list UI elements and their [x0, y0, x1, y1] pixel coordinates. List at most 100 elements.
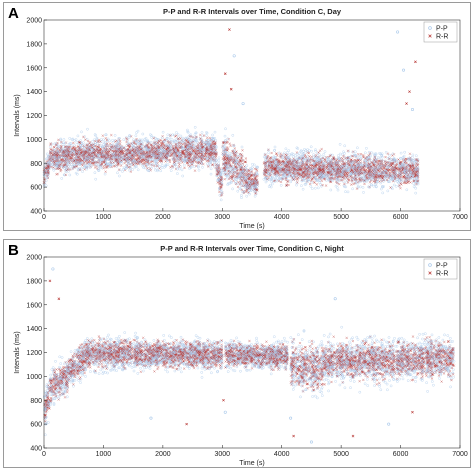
pp-point — [56, 160, 60, 164]
pp-point — [97, 169, 101, 172]
pp-point — [99, 140, 103, 143]
rr-point — [76, 145, 80, 148]
rr-point — [80, 150, 83, 154]
rr-point — [81, 153, 85, 156]
pp-point — [85, 148, 88, 152]
pp-point — [98, 164, 102, 168]
pp-point — [95, 147, 99, 151]
pp-point — [49, 154, 53, 158]
rr-point — [92, 161, 96, 164]
rr-point — [74, 149, 77, 152]
chart-panel-a: P-P and R-R Intervals over Time, Conditi… — [3, 2, 471, 231]
pp-point — [67, 167, 71, 171]
pp-point — [45, 152, 49, 156]
pp-point — [75, 172, 79, 176]
rr-point — [88, 144, 91, 148]
pp-point — [51, 158, 55, 161]
rr-point — [72, 141, 75, 145]
rr-point — [59, 146, 63, 150]
rr-point — [49, 148, 52, 151]
rr-point — [88, 142, 91, 145]
rr-point — [90, 143, 93, 147]
pp-point — [46, 167, 50, 171]
pp-point — [74, 160, 78, 163]
pp-point — [59, 137, 63, 141]
rr-point — [78, 141, 82, 144]
rr-point — [63, 145, 67, 149]
rr-point — [70, 153, 73, 157]
pp-point — [87, 164, 91, 168]
rr-point — [92, 148, 96, 151]
rr-point — [75, 165, 79, 168]
pp-point — [97, 158, 101, 162]
pp-point — [90, 148, 94, 152]
rr-point — [51, 149, 55, 152]
rr-point — [48, 152, 52, 156]
pp-point — [92, 145, 96, 148]
rr-point — [99, 140, 102, 143]
rr-point — [90, 152, 93, 155]
pp-point — [62, 141, 66, 145]
rr-point — [62, 165, 65, 168]
rr-point — [58, 148, 61, 152]
pp-point — [86, 127, 89, 131]
rr-point — [97, 140, 100, 144]
pp-point — [100, 157, 104, 161]
pp-point — [60, 177, 64, 180]
rr-point — [91, 158, 94, 162]
pp-point — [62, 156, 65, 159]
pp-point — [81, 157, 84, 160]
pp-point — [44, 179, 48, 183]
pp-point — [74, 154, 78, 158]
scatter-chart-day: P-P and R-R Intervals over Time, Conditi… — [14, 7, 468, 230]
pp-point — [68, 137, 72, 140]
rr-point — [76, 155, 80, 159]
data-points — [42, 28, 420, 202]
rr-point — [84, 138, 87, 141]
rr-point — [78, 168, 82, 172]
pp-point — [68, 158, 72, 162]
rr-point — [49, 142, 53, 145]
pp-point — [56, 151, 60, 155]
rr-point — [53, 146, 56, 149]
pp-point — [74, 150, 77, 154]
pp-point — [96, 167, 100, 171]
rr-point — [67, 149, 70, 152]
rr-point — [68, 150, 71, 154]
rr-point — [92, 151, 95, 154]
pp-point — [93, 171, 97, 175]
pp-point — [89, 143, 93, 147]
rr-point — [59, 169, 62, 173]
pp-point — [98, 153, 102, 157]
pp-point — [51, 163, 55, 167]
pp-point — [118, 174, 121, 178]
pp-point — [48, 151, 52, 154]
rr-point — [46, 165, 50, 169]
rr-point — [73, 165, 76, 169]
pp-point — [84, 157, 88, 161]
pp-point — [78, 163, 82, 166]
rr-point — [97, 152, 100, 155]
pp-point — [95, 136, 99, 140]
rr-point — [82, 150, 86, 153]
rr-point — [54, 143, 58, 146]
rr-point — [89, 160, 92, 164]
pp-point — [100, 145, 104, 149]
pp-point — [45, 157, 49, 161]
pp-point — [61, 161, 65, 165]
rr-point — [76, 158, 79, 162]
rr-point — [52, 166, 55, 169]
rr-point — [44, 167, 47, 170]
pp-point — [90, 152, 93, 156]
pp-point — [99, 166, 102, 170]
pp-point — [44, 170, 47, 174]
rr-point — [85, 144, 89, 147]
rr-point — [78, 141, 81, 144]
pp-point — [63, 141, 67, 145]
pp-point — [86, 162, 89, 166]
pp-point — [78, 161, 82, 165]
pp-point — [73, 139, 76, 142]
pp-point — [64, 165, 68, 169]
pp-point — [58, 160, 61, 164]
rr-point — [57, 138, 60, 142]
